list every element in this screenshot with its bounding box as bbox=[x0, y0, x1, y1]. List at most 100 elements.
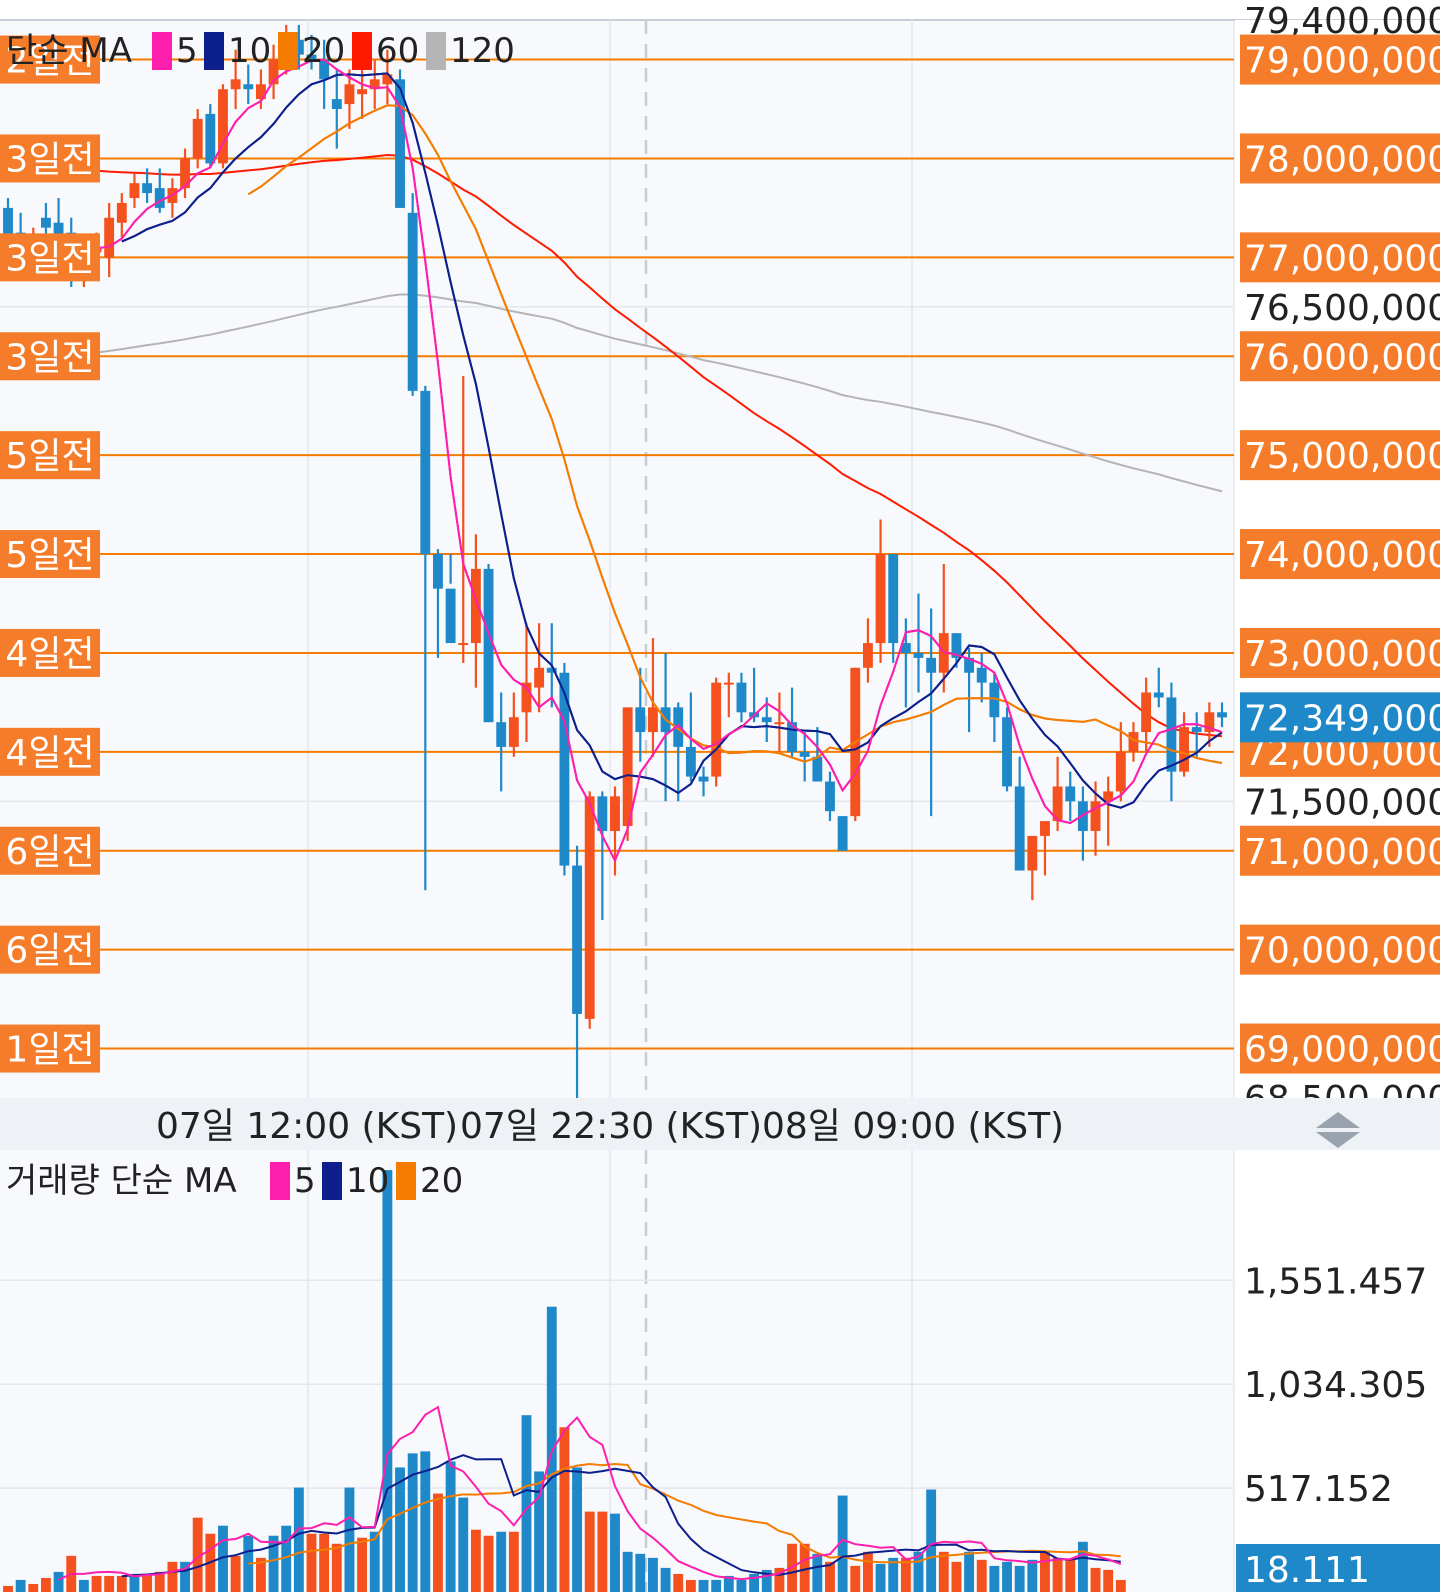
volume-bar[interactable] bbox=[458, 1497, 469, 1592]
volume-bar[interactable] bbox=[433, 1493, 443, 1592]
volume-bar[interactable] bbox=[306, 1533, 317, 1592]
candle[interactable] bbox=[306, 34, 317, 70]
volume-bar[interactable] bbox=[926, 1489, 937, 1592]
volume-bar[interactable] bbox=[331, 1543, 342, 1592]
volume-bar[interactable] bbox=[521, 1415, 532, 1592]
candle[interactable] bbox=[331, 69, 342, 149]
volume-bar[interactable] bbox=[420, 1451, 431, 1592]
volume-bar[interactable] bbox=[597, 1511, 608, 1592]
candle[interactable] bbox=[104, 202, 115, 278]
volume-bar[interactable] bbox=[154, 1571, 165, 1592]
volume-bar[interactable] bbox=[698, 1579, 709, 1592]
candle[interactable] bbox=[799, 732, 810, 782]
candle[interactable] bbox=[445, 554, 456, 644]
candle[interactable] bbox=[913, 593, 924, 693]
volume-bar[interactable] bbox=[496, 1531, 507, 1592]
candle[interactable] bbox=[648, 638, 658, 757]
candle[interactable] bbox=[1217, 702, 1227, 728]
volume-bar[interactable] bbox=[255, 1557, 266, 1592]
candle[interactable] bbox=[205, 104, 216, 169]
candle[interactable] bbox=[685, 692, 696, 782]
candle[interactable] bbox=[964, 648, 975, 733]
candle[interactable] bbox=[357, 64, 368, 119]
volume-bar[interactable] bbox=[584, 1511, 595, 1592]
candle[interactable] bbox=[1103, 776, 1114, 846]
candle[interactable] bbox=[1052, 756, 1063, 831]
volume-bar[interactable] bbox=[407, 1453, 418, 1592]
volume-bar[interactable] bbox=[53, 1571, 64, 1592]
volume-bar[interactable] bbox=[622, 1551, 633, 1592]
candle[interactable] bbox=[774, 692, 785, 752]
volume-bar[interactable] bbox=[761, 1569, 772, 1592]
candle[interactable] bbox=[723, 672, 734, 718]
candle[interactable] bbox=[761, 697, 772, 742]
candle[interactable] bbox=[673, 702, 684, 802]
volume-bar[interactable] bbox=[218, 1525, 228, 1592]
candle[interactable] bbox=[496, 692, 507, 792]
candle[interactable] bbox=[597, 791, 608, 920]
candle[interactable] bbox=[559, 662, 570, 876]
candle[interactable] bbox=[483, 563, 494, 723]
candle[interactable] bbox=[1027, 835, 1038, 901]
volume-bar[interactable] bbox=[357, 1537, 368, 1592]
volume-bar[interactable] bbox=[862, 1551, 873, 1592]
candle[interactable] bbox=[458, 376, 469, 663]
candle[interactable] bbox=[862, 618, 873, 683]
volume-bar[interactable] bbox=[319, 1533, 330, 1592]
volume-bar[interactable] bbox=[951, 1561, 962, 1592]
candle[interactable] bbox=[154, 168, 165, 213]
volume-bar[interactable] bbox=[129, 1573, 140, 1592]
candle[interactable] bbox=[382, 49, 393, 105]
candle[interactable] bbox=[635, 667, 646, 762]
volume-bar[interactable] bbox=[78, 1579, 89, 1592]
candle[interactable] bbox=[129, 173, 140, 208]
candle[interactable] bbox=[787, 687, 797, 757]
candle[interactable] bbox=[825, 771, 835, 822]
volume-bar[interactable] bbox=[534, 1471, 545, 1592]
volume-bar[interactable] bbox=[116, 1575, 127, 1592]
volume-bar[interactable] bbox=[610, 1513, 620, 1592]
candle[interactable] bbox=[521, 623, 532, 742]
candle[interactable] bbox=[534, 623, 545, 713]
volume-bar[interactable] bbox=[41, 1577, 51, 1592]
volume-bar[interactable] bbox=[3, 1585, 13, 1592]
volume-bar[interactable] bbox=[281, 1525, 292, 1592]
volume-bar[interactable] bbox=[825, 1561, 835, 1592]
candle[interactable] bbox=[255, 69, 266, 110]
volume-bar[interactable] bbox=[888, 1557, 899, 1592]
candle[interactable] bbox=[395, 69, 405, 208]
volume-bar[interactable] bbox=[812, 1553, 823, 1592]
volume-bar[interactable] bbox=[673, 1573, 684, 1592]
volume-bar[interactable] bbox=[572, 1467, 582, 1592]
volume-bar[interactable] bbox=[799, 1543, 810, 1592]
volume-bar[interactable] bbox=[180, 1561, 190, 1592]
volume-bar[interactable] bbox=[230, 1555, 241, 1592]
volume-bar[interactable] bbox=[91, 1575, 102, 1592]
candle[interactable] bbox=[584, 791, 595, 1029]
candle[interactable] bbox=[1040, 821, 1050, 876]
volume-bar[interactable] bbox=[167, 1561, 178, 1592]
volume-bar[interactable] bbox=[470, 1529, 481, 1592]
volume-bar[interactable] bbox=[1077, 1541, 1088, 1592]
volume-bar[interactable] bbox=[875, 1563, 886, 1592]
volume-bar[interactable] bbox=[711, 1579, 722, 1592]
candle[interactable] bbox=[192, 109, 203, 169]
volume-bar[interactable] bbox=[976, 1559, 987, 1592]
volume-bar[interactable] bbox=[648, 1557, 658, 1592]
volume-bar[interactable] bbox=[15, 1579, 26, 1592]
candle[interactable] bbox=[407, 193, 418, 396]
candle[interactable] bbox=[433, 549, 443, 658]
candle[interactable] bbox=[1204, 702, 1215, 747]
volume-bar[interactable] bbox=[964, 1551, 975, 1592]
volume-bar[interactable] bbox=[508, 1531, 519, 1592]
candle[interactable] bbox=[230, 49, 241, 110]
candle[interactable] bbox=[875, 519, 886, 663]
volume-bar[interactable] bbox=[293, 1487, 304, 1592]
volume-bar[interactable] bbox=[635, 1553, 646, 1592]
candle[interactable] bbox=[470, 534, 481, 688]
volume-bar[interactable] bbox=[1065, 1559, 1076, 1592]
candle[interactable] bbox=[1153, 667, 1164, 708]
volume-bar[interactable] bbox=[559, 1427, 570, 1592]
volume-bar[interactable] bbox=[736, 1579, 747, 1592]
panel-resize-handle[interactable] bbox=[1316, 1112, 1360, 1148]
